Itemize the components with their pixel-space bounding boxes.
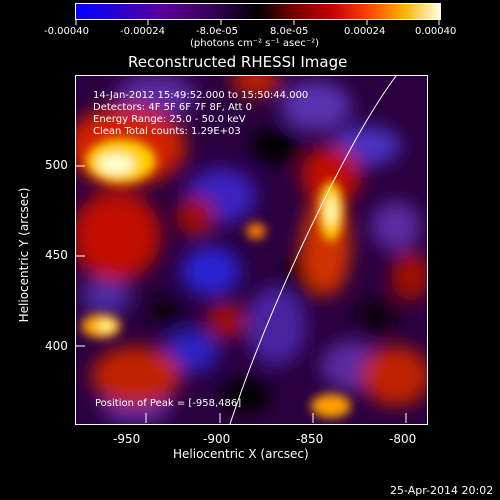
peak-position-text: Position of Peak = [-958,486]: [95, 398, 242, 409]
info-line-energy: Energy Range: 25.0 - 50.0 keV: [93, 114, 246, 125]
plot-title: Reconstructed RHESSI Image: [128, 53, 348, 71]
info-text: 14-Jan-2012 15:49:52.000 to 15:50:44.000…: [93, 90, 308, 138]
solar-image-map: [76, 76, 427, 424]
y-tick-label: 500: [45, 158, 68, 172]
axis-ticks: [75, 165, 407, 423]
x-tick-label: -850: [296, 432, 324, 446]
info-line-counts: Clean Total counts: 1.29E+03: [93, 126, 241, 137]
solar-limb-line: [229, 76, 397, 424]
colorbar: [75, 3, 441, 20]
footer-date: 25-Apr-2014 20:02: [390, 484, 494, 497]
x-tick-label: -950: [113, 432, 141, 446]
colorbar-units: (photons cm⁻² s⁻¹ asec⁻²): [190, 38, 320, 49]
x-axis-title: Heliocentric X (arcsec): [173, 447, 309, 461]
solar-image: [75, 75, 428, 425]
x-tick-label: -800: [389, 432, 417, 446]
colorbar-tick-label: -0.00024: [120, 26, 165, 37]
colorbar-tick-label: -0.00040: [44, 26, 89, 37]
colorbar-tick-label: 0.00024: [344, 26, 386, 37]
y-axis-title: Heliocentric Y (arcsec): [17, 187, 31, 323]
colorbar-tick-label: 0.00040: [415, 26, 457, 37]
colorbar-tick-label: 8.0e-05: [270, 26, 309, 37]
colorbar-tick-label: -8.0e-05: [196, 26, 238, 37]
info-line-detectors: Detectors: 4F 5F 6F 7F 8F, Att 0: [93, 102, 253, 113]
colorbar-ticks: [75, 19, 440, 25]
x-tick-label: -900: [203, 432, 231, 446]
y-tick-label: 400: [45, 339, 68, 353]
info-line-time: 14-Jan-2012 15:49:52.000 to 15:50:44.000: [93, 90, 309, 101]
y-tick-label: 450: [45, 248, 68, 262]
